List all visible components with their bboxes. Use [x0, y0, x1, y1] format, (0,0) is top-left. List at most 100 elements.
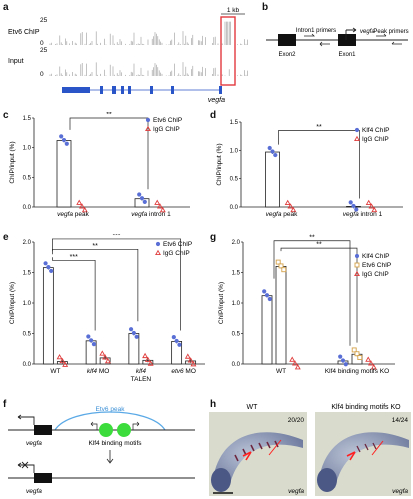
significance-label: **: [106, 112, 112, 119]
data-point: [142, 352, 149, 359]
bar-etv6-chip: [56, 140, 72, 208]
data-point: [351, 203, 356, 209]
track-input-min: 0: [40, 71, 44, 78]
y-tick-label: 2.0: [232, 240, 241, 246]
x-tick-label: klf4: [136, 368, 147, 375]
data-point: [142, 199, 147, 205]
embryo-images: WT Klf4 binding motifs KO 20/20 vegfa 14…: [209, 404, 411, 496]
data-point: [267, 296, 272, 302]
primer-arrow-icon: [304, 33, 315, 37]
legend-marker: [354, 135, 360, 142]
data-point: [46, 265, 51, 270]
klf4-protein-1: [99, 423, 113, 437]
data-point: [187, 357, 194, 363]
data-point: [370, 364, 377, 370]
tss-arrow-icon: [17, 462, 35, 473]
data-point: [289, 356, 296, 362]
data-point: [131, 330, 136, 336]
y-tick-label: 0.5: [23, 175, 32, 181]
vessel-stripes: [356, 442, 377, 453]
panel-label-c: c: [3, 110, 9, 121]
legend-entry: Etv6 ChIP: [153, 117, 182, 124]
legend-marker: [155, 249, 161, 256]
y-tick-label: 1.0: [23, 301, 32, 307]
y-tick-label: 1.5: [230, 120, 239, 126]
x-tick-label: vegfa peak: [57, 211, 90, 218]
wt-count: 20/20: [288, 417, 305, 424]
primer-arrow-icon: [391, 41, 402, 45]
legend-entry: Etv6 ChIP: [163, 241, 192, 248]
genome-browser-tracks: 1 kb Etv6 ChIP 25 0 Input 25 0 vegfa: [8, 7, 248, 104]
x-tick-label: etv6 MO: [171, 368, 196, 375]
motif-arrow-icon: [132, 421, 140, 430]
data-point: [159, 206, 166, 213]
data-point: [287, 203, 294, 209]
data-point: [61, 137, 67, 143]
data-point: [354, 351, 360, 357]
bar-klf4-chip: [261, 295, 273, 365]
data-point: [128, 327, 134, 332]
exon-box: [34, 473, 52, 483]
data-point: [104, 357, 111, 364]
data-point: [264, 293, 270, 298]
bar-etv6-chip: [42, 267, 54, 365]
panel-label-h: h: [210, 399, 217, 410]
data-point: [154, 199, 161, 205]
data-point: [357, 355, 363, 361]
significance-label: **: [316, 124, 322, 131]
data-point: [144, 356, 151, 362]
red-arrow-icon: [371, 440, 384, 456]
panel-label-a: a: [3, 2, 9, 13]
down-arrow-icon: [106, 458, 114, 464]
peak-highlight-box: [220, 16, 236, 86]
data-point: [62, 361, 69, 367]
data-point: [294, 364, 301, 370]
red-arrowhead-icon: [242, 451, 252, 461]
wt-title: WT: [247, 404, 259, 411]
tss-arrow-icon: [346, 27, 357, 33]
legend-entry: IgG ChIP: [153, 126, 180, 133]
data-point: [278, 263, 284, 269]
yolk: [211, 468, 231, 492]
legend-entry: IgG ChIP: [163, 250, 190, 257]
x-tick-label: klf4 MO: [87, 368, 109, 375]
etv6-peak-label: Etv6 peak: [96, 406, 126, 413]
data-point: [49, 268, 54, 274]
klf4-protein-2: [117, 423, 131, 437]
exon-box: [34, 425, 52, 435]
significance-label: **: [92, 243, 98, 250]
significance-label: ***: [112, 234, 120, 239]
significance-label: **: [309, 234, 315, 241]
data-point: [99, 350, 106, 356]
track-input-label: Input: [8, 58, 24, 65]
etv6-signal-track: [49, 21, 248, 45]
data-point: [190, 361, 197, 367]
primer-arrow-icon: [376, 33, 387, 37]
bar-etv6-chip: [275, 266, 287, 365]
peak-primers-label: Peak primers: [373, 29, 408, 35]
primer-arrow-icon: [319, 41, 330, 47]
legend-marker: [354, 262, 360, 268]
red-arrowhead-icon: [346, 451, 356, 461]
chart-c: 0.0 0.5 1.0 1.5 ChIP/input (%) vegfa peak vegf…: [9, 112, 190, 218]
x-tick-label: Klf4 binding motifs KO: [325, 368, 389, 375]
legend-entry: IgG ChIP: [362, 271, 389, 278]
legend-marker: [354, 127, 360, 133]
legend-marker: [145, 125, 151, 132]
data-point: [340, 358, 346, 363]
data-point: [81, 206, 88, 213]
data-point: [368, 360, 374, 366]
data-point: [273, 152, 278, 158]
y-tick-label: 1.0: [232, 301, 241, 307]
legend-marker: [155, 241, 161, 247]
legend-marker: [354, 270, 360, 277]
x-tick-label: vegfa intron 1: [343, 211, 383, 218]
data-point: [147, 360, 154, 366]
data-point: [157, 203, 163, 209]
vegfa-label-top: vegfa: [26, 440, 42, 447]
legend-entry: Klf4 ChIP: [362, 127, 389, 134]
data-point: [174, 338, 179, 344]
data-point: [59, 357, 66, 364]
bar-klf4-chip: [265, 151, 280, 208]
panel-label-g: g: [210, 232, 217, 243]
